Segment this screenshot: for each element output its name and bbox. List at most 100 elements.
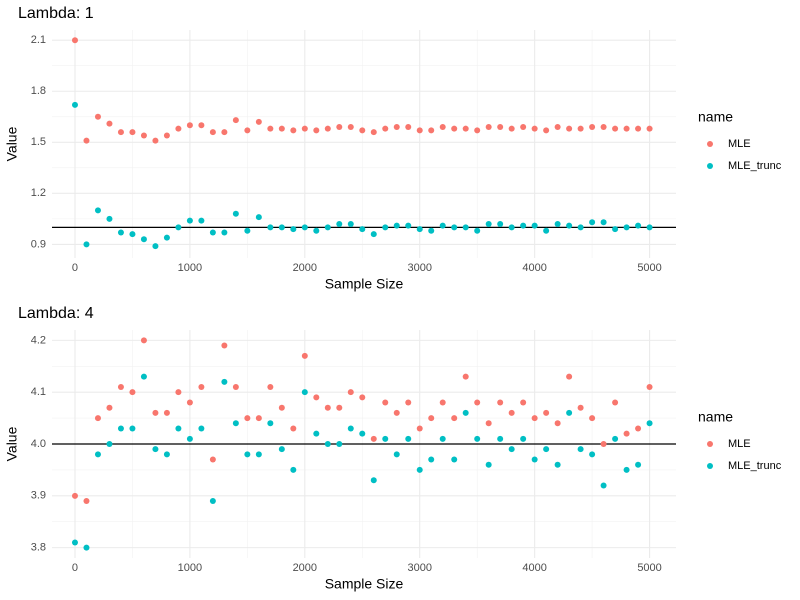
point [232,420,239,427]
point [209,129,216,136]
legend-label: MLE [728,438,751,450]
point [71,492,78,499]
point [382,435,389,442]
point [336,441,343,447]
point [589,415,596,422]
point [267,420,274,427]
point [290,127,297,134]
point [83,137,90,144]
point [612,125,619,132]
point [416,425,423,432]
point [646,420,653,427]
point [71,37,78,44]
point [485,420,492,427]
point [278,446,285,453]
point [336,220,343,227]
point [439,435,446,442]
point [117,384,124,390]
point [175,425,182,432]
point [140,236,147,243]
point [600,482,607,489]
point [600,441,607,447]
y-tick-label: 3.8 [31,542,46,554]
point [451,456,458,463]
point [451,224,458,231]
point [635,425,642,432]
point [163,409,170,416]
point [589,451,596,458]
point [221,129,228,136]
x-tick-label: 0 [72,262,78,274]
point [474,227,481,234]
point [554,220,561,227]
point [635,125,642,132]
point [290,466,297,473]
point [313,127,320,134]
point [612,435,619,442]
point [485,123,492,130]
point [508,224,515,231]
point [589,123,596,130]
point [497,435,504,442]
point [462,373,469,380]
point [83,241,90,248]
x-tick-label: 5000 [637,262,661,274]
legend-marker [707,163,713,169]
point [577,224,584,231]
point [623,466,630,473]
point [347,389,354,396]
point [428,127,435,134]
point [474,435,481,442]
x-tick-label: 4000 [522,262,546,274]
point [393,222,400,229]
point [347,425,354,432]
point [244,227,251,234]
y-tick-label: 4.0 [31,438,46,450]
point [255,118,262,125]
point [175,224,182,231]
point [451,125,458,132]
point [623,430,630,437]
point [646,384,653,390]
legend-label: MLE_trunc [728,160,782,172]
point [439,123,446,130]
point [244,451,251,458]
point [71,101,78,108]
point [589,219,596,226]
point [278,404,285,411]
point [232,384,239,390]
point [301,389,308,396]
point [474,127,481,134]
point [221,342,228,349]
point [405,222,412,229]
point [267,125,274,132]
point [508,446,515,453]
point [129,231,136,238]
point [71,539,78,546]
y-axis-title: Value [4,426,20,461]
point [324,441,331,447]
point [244,127,251,134]
point [209,229,216,236]
point [600,219,607,226]
point [370,129,377,136]
point [497,399,504,406]
point [221,378,228,385]
point [416,466,423,473]
point [370,435,377,442]
point [140,132,147,139]
point [531,456,538,463]
point [359,226,366,233]
point [106,215,113,222]
x-tick-label: 4000 [522,562,546,574]
point [393,451,400,458]
point [129,129,136,136]
point [577,404,584,411]
point [83,498,90,504]
point [301,125,308,132]
x-axis-title: Sample Size [325,576,404,592]
point [416,226,423,233]
point [129,389,136,396]
point [554,420,561,427]
point [531,415,538,422]
